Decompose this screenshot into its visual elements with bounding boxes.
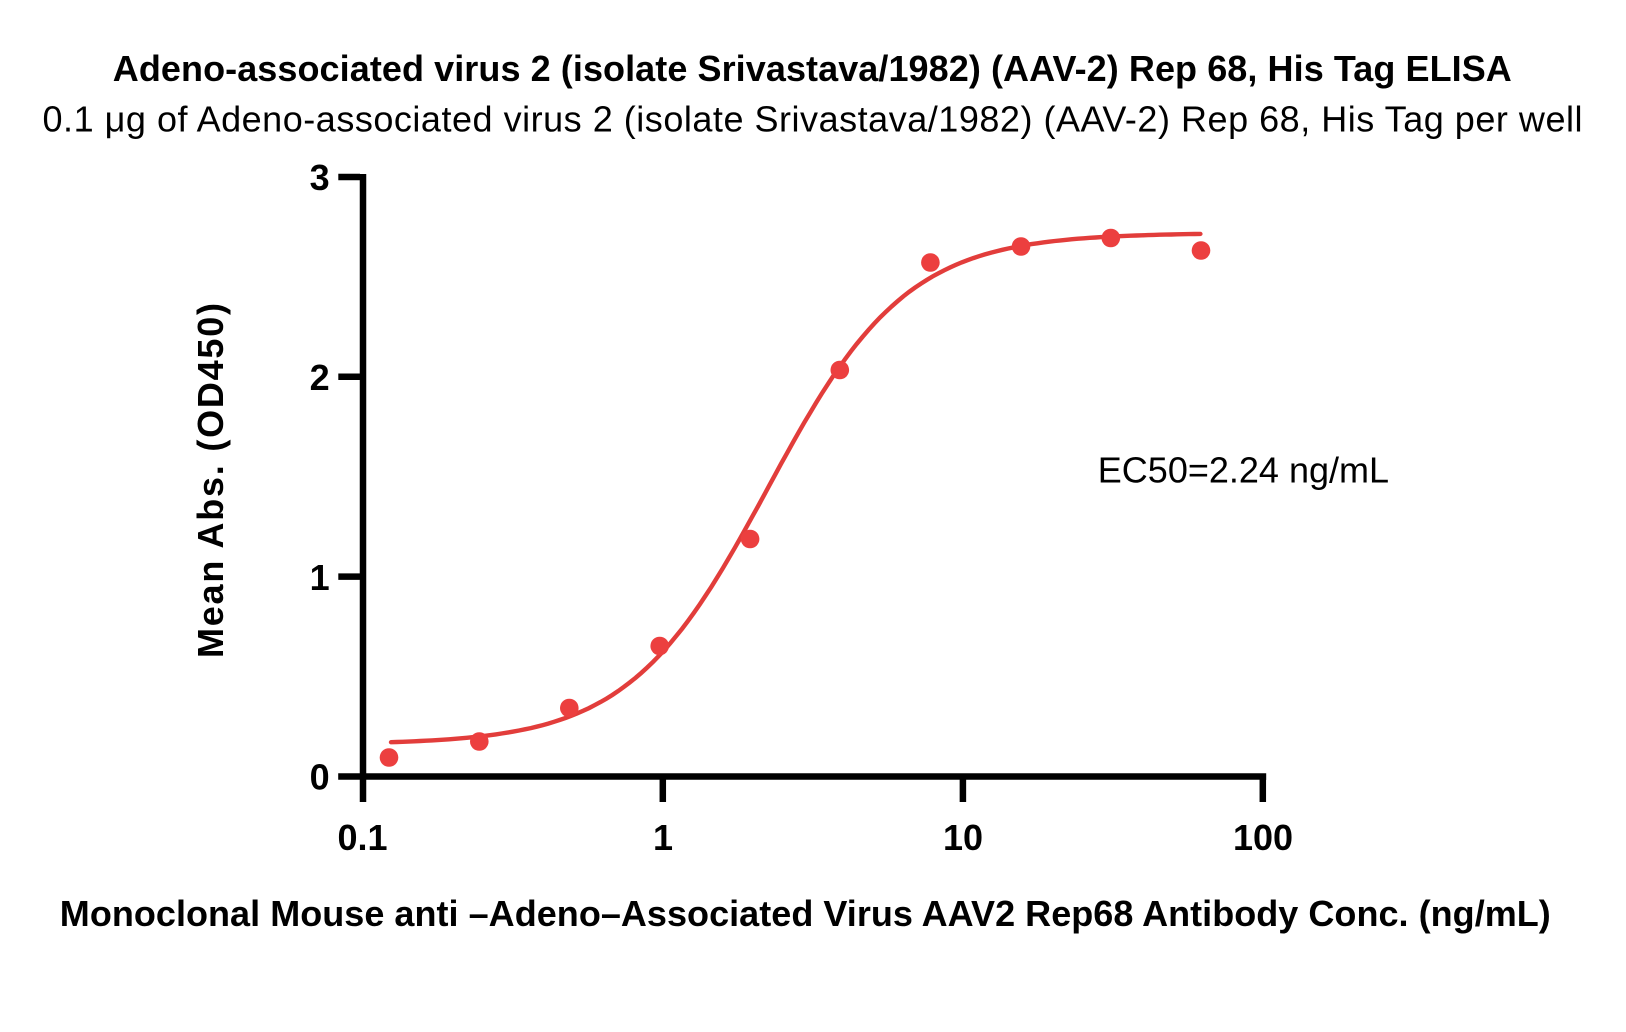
- svg-text:0: 0: [310, 757, 330, 798]
- svg-text:Monoclonal Mouse anti –Adeno–A: Monoclonal Mouse anti –Adeno–Associated …: [60, 893, 1551, 934]
- svg-text:10: 10: [943, 817, 983, 858]
- svg-text:2: 2: [310, 357, 330, 398]
- svg-text:Adeno-associated virus 2 (isol: Adeno-associated virus 2 (isolate Srivas…: [113, 48, 1512, 89]
- svg-text:Mean Abs. (OD450): Mean Abs. (OD450): [190, 303, 231, 658]
- svg-text:1: 1: [653, 817, 673, 858]
- svg-text:EC50=2.24 ng/mL: EC50=2.24 ng/mL: [1098, 450, 1389, 491]
- svg-text:1: 1: [310, 557, 330, 598]
- svg-text:3: 3: [310, 157, 330, 198]
- svg-text:100: 100: [1233, 817, 1293, 858]
- svg-text:0.1 μg of Adeno-associated vir: 0.1 μg of Adeno-associated virus 2 (isol…: [43, 98, 1583, 139]
- svg-text:0.1: 0.1: [337, 817, 387, 858]
